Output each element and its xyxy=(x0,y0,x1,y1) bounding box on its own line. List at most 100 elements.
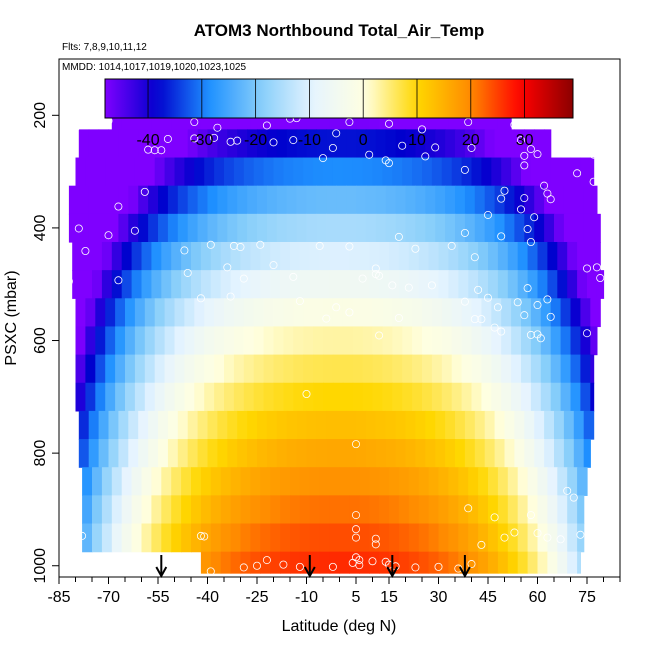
temperature-cell xyxy=(491,157,502,187)
observation-point xyxy=(576,530,585,539)
temperature-cell xyxy=(85,298,96,328)
temperature-cell xyxy=(250,523,261,553)
temperature-cell xyxy=(270,551,281,574)
temperature-cell xyxy=(365,213,377,243)
temperature-cell xyxy=(164,157,176,187)
temperature-cell xyxy=(544,439,555,468)
temperature-cell xyxy=(577,241,588,271)
temperature-cell xyxy=(435,439,446,468)
temperature-cell xyxy=(101,270,113,299)
temperature-cell xyxy=(273,157,284,187)
observation-point xyxy=(447,241,456,250)
temperature-cell xyxy=(494,185,506,215)
temperature-cell xyxy=(75,382,86,412)
temperature-cell xyxy=(491,326,502,356)
observation-point xyxy=(563,486,572,495)
observation-point xyxy=(355,556,364,565)
temperature-cell xyxy=(560,157,572,187)
temperature-cell xyxy=(276,129,288,159)
temperature-cell xyxy=(230,467,242,496)
temperature-cell xyxy=(131,467,143,496)
y-tick-label: 200 xyxy=(32,102,49,129)
observation-point xyxy=(144,145,153,154)
temperature-cell xyxy=(527,270,539,299)
temperature-cell xyxy=(379,551,390,574)
observation-point xyxy=(262,556,271,565)
temperature-cell xyxy=(184,157,195,187)
x-tick-label: -85 xyxy=(47,589,70,606)
temperature-cell xyxy=(273,354,284,384)
observation-point xyxy=(183,268,192,277)
temperature-cell xyxy=(174,326,185,356)
temperature-cell xyxy=(78,410,90,440)
temperature-cell xyxy=(332,326,344,356)
temperature-cell xyxy=(346,439,357,468)
observation-point xyxy=(427,281,436,290)
temperature-cell xyxy=(283,326,294,356)
temperature-cell xyxy=(540,354,552,384)
temperature-cell xyxy=(85,354,96,384)
observation-point xyxy=(252,561,261,570)
temperature-cell xyxy=(349,551,360,574)
temperature-cell xyxy=(283,382,294,412)
temperature-cell xyxy=(138,410,149,440)
temperature-cell xyxy=(389,241,400,271)
temperature-cell xyxy=(184,298,195,328)
temperature-cell xyxy=(108,439,119,468)
temperature-cell xyxy=(151,495,162,525)
temperature-cell xyxy=(481,326,492,356)
temperature-cell xyxy=(365,410,377,440)
temperature-cell xyxy=(415,129,426,159)
temperature-cell xyxy=(200,495,212,525)
temperature-cell xyxy=(78,439,90,468)
temperature-cell xyxy=(293,326,304,356)
temperature-cell xyxy=(161,523,172,553)
temperature-cell xyxy=(537,241,548,271)
temperature-cell xyxy=(313,382,324,412)
temperature-cell xyxy=(441,298,453,328)
temperature-cell xyxy=(554,439,565,468)
temperature-cell xyxy=(590,382,595,412)
temperature-cell xyxy=(92,495,103,525)
observation-point xyxy=(477,315,486,324)
temperature-cell xyxy=(204,157,215,187)
observation-point xyxy=(318,154,327,163)
temperature-cell xyxy=(431,354,443,384)
temperature-cell xyxy=(134,354,146,384)
temperature-cell xyxy=(530,382,542,412)
temperature-cell xyxy=(464,185,476,215)
temperature-cell xyxy=(379,495,390,525)
plot-area xyxy=(58,101,605,579)
temperature-cell xyxy=(200,270,212,299)
observation-point xyxy=(573,169,582,178)
temperature-cell xyxy=(319,241,331,271)
temperature-cell xyxy=(478,523,489,553)
temperature-cell xyxy=(395,410,407,440)
temperature-cell xyxy=(313,157,324,187)
temperature-band xyxy=(82,523,585,553)
temperature-cell xyxy=(299,551,311,574)
temperature-cell xyxy=(128,439,139,468)
temperature-cell xyxy=(471,326,482,356)
temperature-cell xyxy=(550,298,562,328)
temperature-cell xyxy=(464,213,476,243)
temperature-cell xyxy=(316,213,327,243)
temperature-cell xyxy=(362,157,374,187)
observation-point xyxy=(315,241,324,250)
temperature-cell xyxy=(230,551,242,574)
observation-point xyxy=(490,323,499,332)
temperature-cell xyxy=(504,410,515,440)
temperature-cell xyxy=(372,157,383,187)
observation-point xyxy=(262,121,271,130)
temperature-cell xyxy=(336,213,347,243)
observation-point xyxy=(226,292,235,301)
x-tick-label: -70 xyxy=(97,589,120,606)
temperature-cell xyxy=(111,467,123,496)
temperature-cell xyxy=(517,467,529,496)
temperature-cell xyxy=(445,410,456,440)
temperature-cell xyxy=(148,185,159,215)
temperature-cell xyxy=(230,270,242,299)
temperature-cell xyxy=(257,185,268,215)
temperature-cell xyxy=(253,382,265,412)
temperature-cell xyxy=(220,523,232,553)
